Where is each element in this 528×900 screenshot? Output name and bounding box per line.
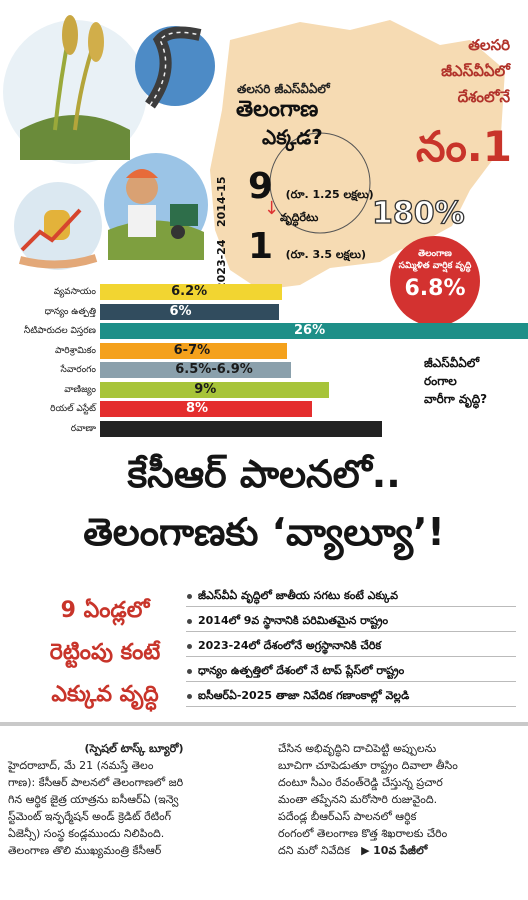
bar-value-label: 9% <box>194 381 217 397</box>
sector-question: జీఎస్‌వీఏలో రంగాల వారీగా వృద్ధి? <box>424 354 514 408</box>
highlight-item: ఐసీఆర్‌ఏ-2025 తాజా నివేదిక గణాంకాల్లో వె… <box>186 686 516 707</box>
bar-row: సేవారంగం 6.5%-6.9% <box>0 362 528 378</box>
telangana-map-shape <box>210 20 505 290</box>
bar-row: రవాణా <box>0 420 528 437</box>
article-line: రంగంలో తెలంగాణ కొత్త శిఖరాలకు చేరిం <box>278 827 448 840</box>
highlight-item: జీఎస్‌వీఏ వృద్ధిలో జాతీయ సగటు కంటే ఎక్కు… <box>186 586 516 607</box>
article-line: దని మరో నివేదిక <box>278 844 351 857</box>
arrow-down-icon: ↓ <box>264 198 280 219</box>
highlight-item: ధాన్యం ఉత్పత్తిలో దేశంలో నే టాప్ ప్లేస్‌… <box>186 661 516 682</box>
article-line: గిన ఆర్థిక జైత్ర యాత్రను ఐసీఆర్‌ఏ (ఇన్వె <box>8 793 179 806</box>
highlights-list: జీఎస్‌వీఏ వృద్ధిలో జాతీయ సగటు కంటే ఎక్కు… <box>186 586 516 711</box>
bar <box>100 342 288 359</box>
telangana-map-illustration <box>3 15 505 290</box>
sector-question-line1: జీఎస్‌వీఏలో <box>424 356 480 370</box>
article-line: ఏజెన్సీ) సంస్థ కండ్లముందు నిలిపింది. <box>8 827 165 840</box>
rank-then-number: 9 <box>248 166 274 207</box>
sector-question-line2: రంగాల <box>424 374 457 388</box>
rank-now-number: 1 <box>248 226 274 267</box>
question-line2: తెలంగాణ <box>236 97 319 122</box>
growth-label: వృద్ధిరేటు <box>280 211 319 224</box>
year-range: 2014-15 2023-24 <box>213 165 249 291</box>
cagr-line1: తెలంగాణ <box>418 249 452 259</box>
headline-line1: కేసీఆర్ పాలనలో.. <box>127 452 401 496</box>
article-line: చేసిన అభివృద్ధిని దాచిపెట్టి అప్పులను <box>278 742 437 755</box>
bar-row: రియల్ ఎస్టేట్ 8% <box>0 401 528 417</box>
right-headline-line2: జీఎస్‌వీఏలో <box>441 62 510 80</box>
subheadline: 9 ఏండ్లలో రెట్టింపు కంటే ఎక్కువ వృద్ధి <box>30 590 180 716</box>
question-line1: తలసరి జీఎస్‌వీఏలో <box>237 82 330 96</box>
bar-value-label: 6.5%-6.9% <box>175 362 253 377</box>
article-line: దంటూ సీఎం రేవంత్‌రెడ్డి చేస్తున్న ప్రచార <box>278 776 443 789</box>
bar-label: వాణిజ్యం <box>64 384 96 395</box>
bar-value-label: 6-7% <box>173 342 211 358</box>
rank-now-note: (రూ. 3.5 లక్షలు) <box>285 248 367 261</box>
bar-row: ధాన్యం ఉత్పత్తి 6% <box>0 303 528 320</box>
bar-value-label: 6% <box>169 303 192 319</box>
bar-label: నీటిపారుదల విస్తరణ <box>23 326 96 336</box>
farmer-tractor-icon <box>104 153 208 260</box>
bar <box>100 381 329 398</box>
bar-value-label: 8% <box>186 401 209 416</box>
bar-label: సేవారంగం <box>60 365 96 375</box>
section-divider <box>0 722 528 726</box>
year-bottom: 2023-24 <box>215 239 228 291</box>
bar-value-label: 6.2% <box>171 284 208 299</box>
article-line: బూచిగా చూపెడుతూ రాష్ట్రం దివాలా తీసిం <box>278 759 458 772</box>
growth-value: 180% <box>371 195 465 231</box>
highlight-item: 2014లో 9వ స్థానానికి పరిమితమైన రాష్ట్రం <box>186 611 516 632</box>
article-line: స్ట్‌మెంట్ ఇన్ఫర్మేషన్ అండ్ క్రెడిట్ రేట… <box>8 810 172 823</box>
article-column-1: (స్పెషల్ టాస్క్ బ్యూరో) హైదరాబాద్, మే 21… <box>8 740 260 859</box>
question-line3: ఎక్కడ? <box>262 125 323 149</box>
bar-value-label: 26% <box>294 323 326 338</box>
article-line: పదేండ్ల బీఆర్‌ఎస్ పాలనలో ఆర్థిక <box>278 810 417 823</box>
bar-label: వ్యవసాయం <box>53 287 96 297</box>
rank-then: 9 (రూ. 1.25 లక్షలు) <box>248 166 374 207</box>
bar-label: రియల్ ఎస్టేట్ <box>50 404 96 414</box>
bar-row: పారిశ్రామికం 6-7% <box>0 342 528 359</box>
rank-now: 1 (రూ. 3.5 లక్షలు) <box>248 226 366 267</box>
bar <box>100 401 312 417</box>
highway-icon <box>135 26 215 109</box>
sector-question-line3: వారీగా వృద్ధి? <box>424 392 488 406</box>
bar <box>100 362 291 378</box>
article-column-2: చేసిన అభివృద్ధిని దాచిపెట్టి అప్పులను బూ… <box>278 740 520 859</box>
agriculture-icon <box>3 15 147 164</box>
article-line: హైదరాబాద్, మే 21 (నమస్తే తెలం <box>8 759 154 772</box>
right-headline: తలసరి జీఎస్‌వీఏలో దేశంలోనే <box>380 32 510 110</box>
cagr-badge: తెలంగాణ సమ్మిళిత వార్షిక వృద్ధి 6.8% <box>390 236 480 326</box>
subheadline-line2: రెట్టింపు కంటే <box>49 640 161 665</box>
subheadline-line3: ఎక్కువ వృద్ధి <box>51 682 159 707</box>
bar <box>100 420 382 437</box>
bar <box>100 303 279 320</box>
bar-row: వ్యవసాయం 6.2% <box>0 284 528 300</box>
rank-then-note: (రూ. 1.25 లక్షలు) <box>285 188 374 201</box>
right-headline-line3: దేశంలోనే <box>457 88 510 106</box>
finance-growth-icon <box>14 182 102 270</box>
subheadline-line1: 9 ఏండ్లలో <box>60 598 150 623</box>
cagr-value: 6.8% <box>404 276 466 301</box>
bar-label: రవాణా <box>70 423 96 434</box>
right-headline-line1: తలసరి <box>468 36 510 54</box>
continued-link[interactable]: 10వ పేజీలో <box>373 844 428 857</box>
article-line: తెలంగాణ తొలి ముఖ్యమంత్రి కేసీఆర్ <box>8 844 162 857</box>
highlight-item: 2023-24లో దేశంలోనే అగ్రస్థానానికి చేరిక <box>186 636 516 657</box>
continued-arrow-icon: ▶ <box>353 844 370 857</box>
bar <box>100 323 528 339</box>
bar-label: ధాన్యం ఉత్పత్తి <box>44 306 96 317</box>
bar <box>100 284 283 300</box>
year-top: 2014-15 <box>215 176 228 228</box>
bar-label: పారిశ్రామికం <box>54 345 96 356</box>
rank-number-one: నం.1 <box>416 122 512 171</box>
bureau-credit: (స్పెషల్ టాస్క్ బ్యూరో) <box>84 742 184 755</box>
bar-row: నీటిపారుదల విస్తరణ 26% <box>0 323 528 339</box>
headline-line2: తెలంగాణకు ‘వ్యాల్యూ’! <box>83 510 445 554</box>
article-line: గాణ): కేసీఆర్ పాలనలో తెలంగాణలో జరి <box>8 776 184 789</box>
article-line: మంతా తప్పేనని మరోసారి రుజువైంది. <box>278 793 438 806</box>
bar-row: వాణిజ్యం 9% <box>0 381 528 398</box>
cagr-line2: సమ్మిళిత వార్షిక వృద్ధి <box>398 261 472 271</box>
